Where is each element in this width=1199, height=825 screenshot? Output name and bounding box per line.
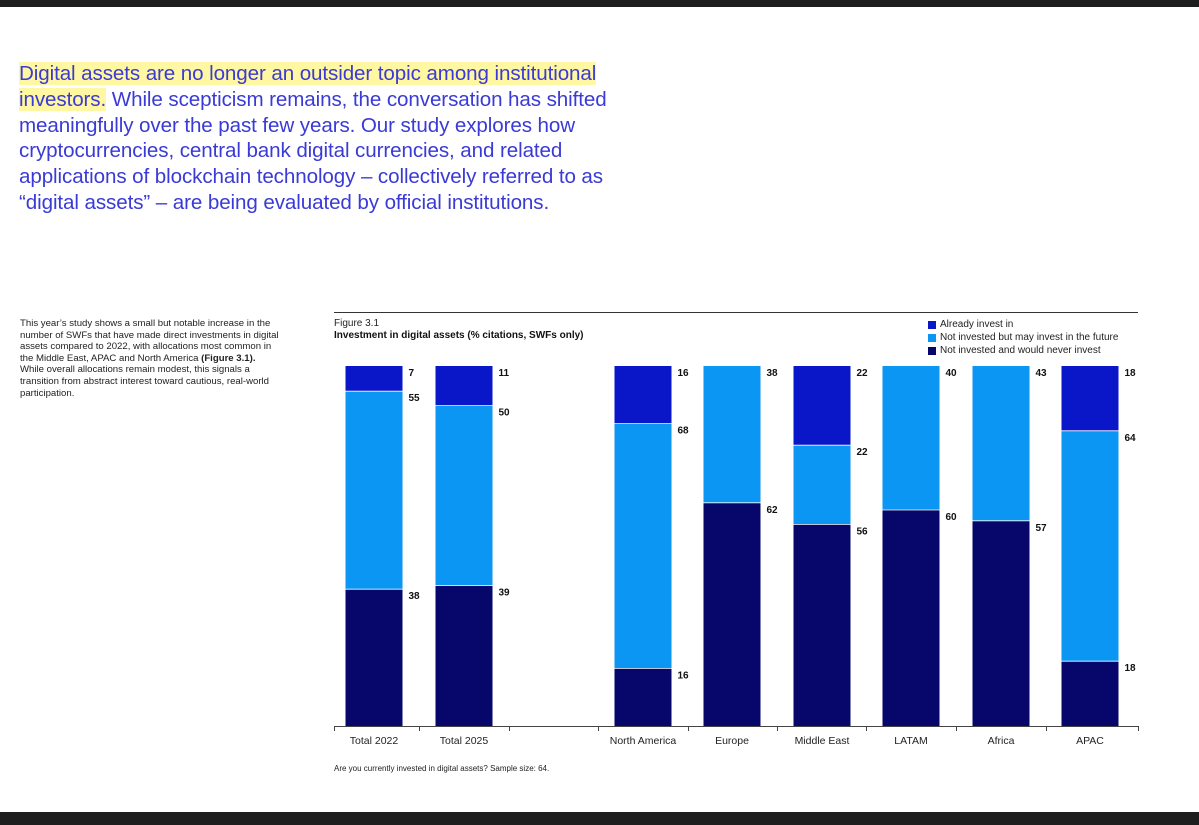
- body-paragraph: This year’s study shows a small but nota…: [20, 318, 282, 399]
- bar-segment-already: [793, 366, 851, 446]
- bar-segment-already: [614, 366, 672, 424]
- legend-label-never: Not invested and would never invest: [940, 345, 1101, 356]
- legend-label-maybe: Not invested but may invest in the futur…: [940, 332, 1119, 343]
- legend-item-already: Already invest in: [928, 318, 1118, 331]
- data-label-already: 22: [857, 368, 869, 379]
- data-label-already: 18: [1125, 368, 1137, 379]
- category-label: Middle East: [795, 735, 850, 747]
- figure-reference: (Figure 3.1).: [201, 352, 256, 364]
- data-label-never: 62: [767, 505, 779, 516]
- bar-segment-never: [882, 510, 940, 726]
- legend-swatch-already: [928, 320, 936, 329]
- category-label: North America: [610, 735, 677, 747]
- category-label: Europe: [715, 735, 749, 747]
- data-label-maybe: 43: [1036, 368, 1048, 379]
- chart-legend: Already invest in Not invested but may i…: [928, 318, 1118, 357]
- bar-segment-never: [614, 668, 672, 726]
- bar-segment-maybe: [435, 405, 493, 586]
- data-label-never: 18: [1125, 663, 1137, 674]
- bar-segment-maybe: [793, 445, 851, 525]
- intro-rest: While scepticism remains, the conversati…: [19, 87, 607, 214]
- data-label-maybe: 55: [409, 393, 421, 404]
- bar-segment-never: [972, 520, 1030, 726]
- data-label-never: 57: [1036, 523, 1048, 534]
- figure-top-rule: [334, 312, 1138, 313]
- category-label: LATAM: [894, 735, 927, 747]
- figure-title: Investment in digital assets (% citation…: [334, 330, 584, 341]
- bar-segment-never: [1061, 661, 1119, 726]
- bar-segment-maybe: [1061, 430, 1119, 662]
- legend-item-never: Not invested and would never invest: [928, 344, 1118, 357]
- legend-label-already: Already invest in: [940, 319, 1014, 330]
- data-label-already: 16: [678, 368, 690, 379]
- legend-swatch-never: [928, 346, 936, 355]
- bar-segment-already: [1061, 366, 1119, 431]
- intro-paragraph: Digital assets are no longer an outsider…: [19, 61, 659, 216]
- data-label-maybe: 50: [499, 408, 511, 419]
- data-label-maybe: 64: [1125, 433, 1137, 444]
- data-label-never: 60: [946, 512, 958, 523]
- bottom-frame-bar: [0, 812, 1199, 825]
- data-label-maybe: 22: [857, 447, 869, 458]
- bar-segment-maybe: [882, 366, 940, 510]
- legend-swatch-maybe: [928, 333, 936, 342]
- data-label-never: 16: [678, 670, 690, 681]
- data-label-never: 38: [409, 591, 421, 602]
- top-frame-bar: [0, 0, 1199, 7]
- data-label-already: 7: [409, 368, 415, 379]
- data-label-maybe: 40: [946, 368, 958, 379]
- category-label: APAC: [1076, 735, 1104, 747]
- bar-segment-already: [435, 366, 493, 406]
- bar-segment-never: [703, 502, 761, 726]
- bar-segment-maybe: [972, 366, 1030, 521]
- body-text-after: While overall allocations remain modest,…: [20, 364, 270, 399]
- data-label-maybe: 68: [678, 426, 690, 437]
- bar-segment-never: [435, 585, 493, 726]
- category-label: Total 2022: [350, 735, 399, 747]
- figure-note: Are you currently invested in digital as…: [334, 764, 550, 773]
- category-label: Total 2025: [440, 735, 489, 747]
- bar-segment-already: [345, 366, 403, 392]
- bar-segment-maybe: [703, 366, 761, 503]
- bar-segment-maybe: [614, 423, 672, 669]
- bar-segment-maybe: [345, 391, 403, 590]
- data-label-never: 39: [499, 588, 511, 599]
- category-label: Africa: [988, 735, 1015, 747]
- data-label-never: 56: [857, 526, 869, 537]
- figure-label: Figure 3.1: [334, 318, 380, 329]
- data-label-maybe: 38: [767, 368, 779, 379]
- legend-item-maybe: Not invested but may invest in the futur…: [928, 331, 1118, 344]
- body-text-before: This year’s study shows a small but nota…: [20, 318, 279, 364]
- data-label-already: 11: [499, 368, 510, 379]
- bar-segment-never: [793, 524, 851, 726]
- bar-segment-never: [345, 589, 403, 726]
